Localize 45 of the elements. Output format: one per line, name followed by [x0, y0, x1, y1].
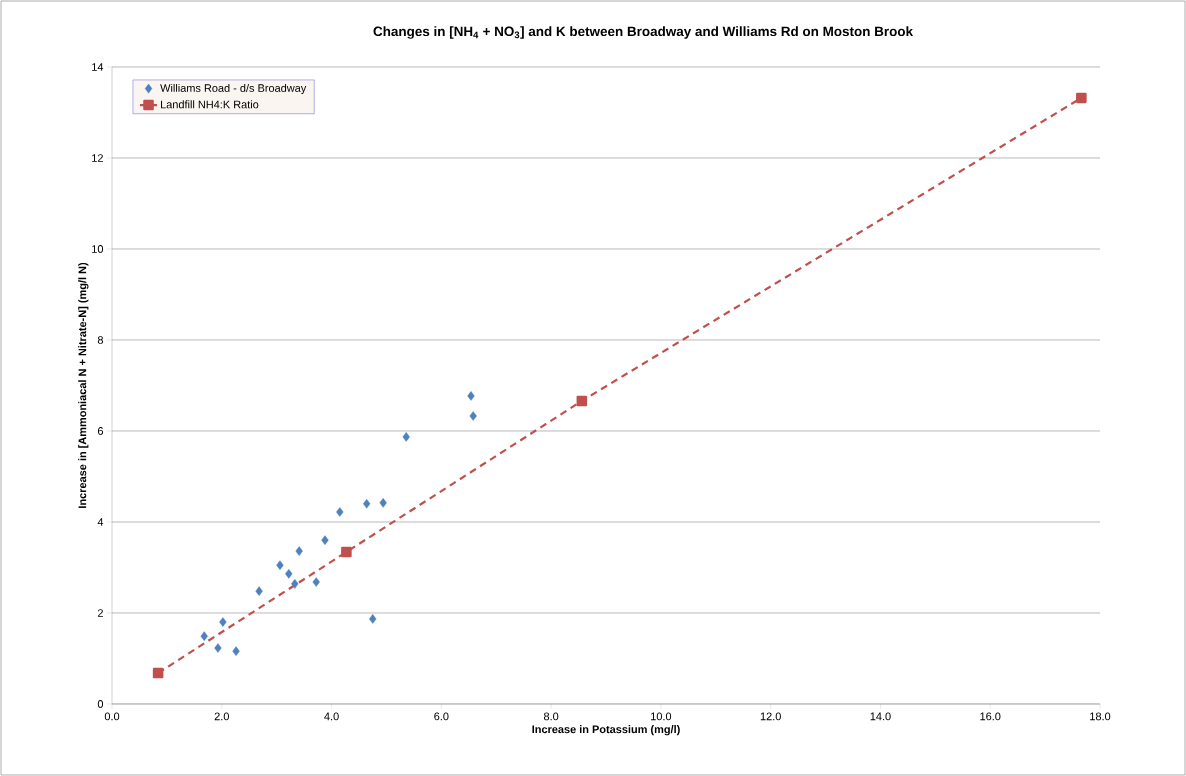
- point: [200, 631, 208, 641]
- point: [255, 586, 263, 596]
- x-tick-label: 18.0: [1090, 712, 1111, 721]
- point: [291, 579, 299, 589]
- point: [219, 617, 227, 627]
- legend-label: Williams Road - d/s Broadway: [160, 83, 307, 95]
- point: [321, 535, 329, 545]
- y-tick-label: 6: [97, 427, 103, 435]
- x-tick-label: 14.0: [870, 712, 891, 721]
- point: [341, 546, 352, 558]
- point: [469, 411, 477, 421]
- y-tick-label: 12: [92, 154, 103, 162]
- point: [312, 577, 320, 587]
- x-tick-label: 16.0: [980, 712, 1001, 721]
- x-tick-label: 2.0: [214, 712, 229, 721]
- point: [276, 560, 284, 570]
- y-tick-label: 0: [97, 700, 104, 708]
- point: [152, 667, 164, 679]
- x-tick-label: 12.0: [760, 712, 781, 721]
- legend-label: Landfill NH4:K Ratio: [161, 100, 259, 109]
- point: [576, 395, 588, 407]
- y-tick-label: 2: [97, 609, 103, 617]
- point: [467, 391, 475, 401]
- point: [285, 569, 293, 579]
- point: [369, 614, 377, 624]
- y-tick-label: 10: [92, 245, 104, 253]
- point: [214, 643, 222, 653]
- point: [336, 507, 344, 517]
- x-tick-label: 10.0: [651, 712, 672, 721]
- x-tick-label: 4.0: [324, 712, 339, 721]
- point: [295, 546, 303, 556]
- point: [402, 432, 410, 442]
- point: [363, 499, 371, 509]
- point: [379, 498, 387, 508]
- chart-title: Changes in [NH$_{4}$ + NO$_{3}$] and K between Broadway and Williams Rd on Moston Brook: [373, 26, 914, 39]
- x-axis-title: Increase in Potassium (mg/l): [532, 725, 680, 736]
- x-tick-label: 8.0: [543, 712, 559, 721]
- x-tick-label: 0.0: [104, 712, 120, 721]
- x-tick-label: 6.0: [434, 712, 449, 721]
- y-axis-title: Increase in [Ammoniacal N + Nitrate-N] (mg/l N): [78, 262, 89, 508]
- point: [232, 646, 240, 656]
- y-tick-label: 4: [97, 518, 104, 526]
- y-tick-label: 14: [92, 63, 104, 71]
- y-tick-label: 8: [97, 336, 103, 344]
- point: [1076, 92, 1087, 104]
